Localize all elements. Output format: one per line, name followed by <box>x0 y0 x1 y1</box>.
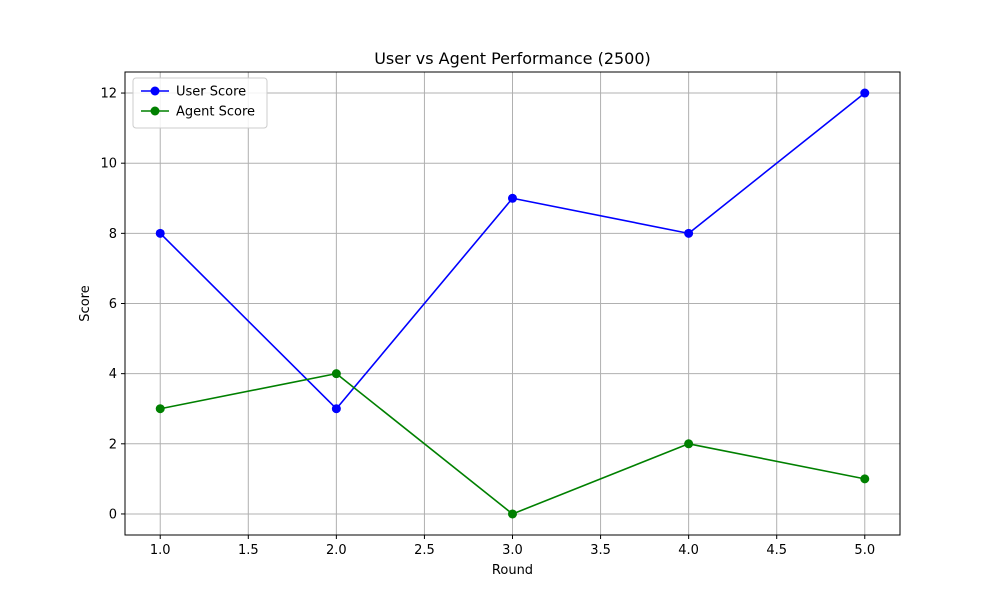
data-point <box>860 474 870 484</box>
legend-marker <box>150 86 160 96</box>
legend-label: Agent Score <box>176 105 255 120</box>
series-group <box>155 88 870 519</box>
y-tick-label: 6 <box>109 297 117 312</box>
x-tick-label: 5.0 <box>854 543 875 558</box>
data-point <box>508 193 517 203</box>
data-point <box>155 228 165 238</box>
x-tick-label: 1.0 <box>150 543 171 558</box>
x-axis-label: Round <box>492 563 533 578</box>
data-point <box>860 88 870 98</box>
data-point <box>331 369 341 379</box>
legend-marker <box>150 106 160 116</box>
y-tick-label: 8 <box>109 227 117 242</box>
legend: User Score Agent Score <box>132 77 268 129</box>
data-point <box>684 228 694 238</box>
x-axis-ticks: 1.0 1.5 2.0 2.5 3.0 3.5 4.0 4.5 5.0 <box>150 535 875 558</box>
grid-lines <box>125 72 900 535</box>
y-axis-ticks: 0 2 4 6 8 10 12 <box>100 87 125 522</box>
x-tick-label: 4.0 <box>678 543 699 558</box>
series-agent-score <box>155 369 870 519</box>
x-tick-label: 1.5 <box>238 543 259 558</box>
legend-label: User Score <box>176 85 246 100</box>
data-point <box>331 404 341 414</box>
x-tick-label: 4.5 <box>766 543 787 558</box>
x-tick-label: 2.0 <box>326 543 347 558</box>
data-point <box>155 404 165 414</box>
y-tick-label: 10 <box>100 157 117 172</box>
y-tick-label: 12 <box>100 87 117 102</box>
legend-item: Agent Score <box>141 105 255 120</box>
y-tick-label: 0 <box>109 507 117 522</box>
y-tick-label: 4 <box>109 367 117 382</box>
x-tick-label: 3.0 <box>502 543 523 558</box>
series-user-score <box>155 88 870 414</box>
legend-item: User Score <box>141 85 246 100</box>
y-tick-label: 2 <box>109 437 117 452</box>
data-point <box>508 509 517 519</box>
chart-title: User vs Agent Performance (2500) <box>374 49 651 68</box>
y-axis-label: Score <box>78 285 93 321</box>
data-point <box>684 439 694 449</box>
x-tick-label: 2.5 <box>414 543 435 558</box>
x-tick-label: 3.5 <box>590 543 611 558</box>
